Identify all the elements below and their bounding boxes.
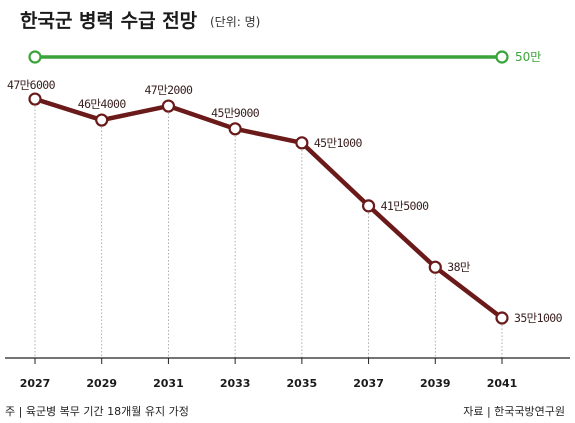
series-points	[28, 92, 509, 325]
unit-note: (단위: 명)	[210, 15, 260, 29]
guide-lines	[34, 99, 503, 358]
reference-line-group: 50만	[28, 50, 541, 64]
data-point-2041	[495, 311, 509, 325]
data-point-2035	[295, 136, 309, 150]
data-label-2035: 45만1000	[314, 136, 363, 150]
data-point-2027	[28, 92, 42, 106]
x-tick-label-2039: 2039	[420, 377, 451, 390]
series-line	[34, 96, 504, 320]
x-tick-label-2031: 2031	[153, 377, 184, 390]
data-label-2039: 38만	[447, 260, 471, 274]
data-label-2041: 35만1000	[514, 311, 563, 325]
data-point-2033	[228, 122, 242, 136]
x-axis-ticks: 2027 2029 2031 2033 2035 2037 2039 2041	[20, 358, 518, 390]
x-tick-label-2029: 2029	[86, 377, 117, 390]
x-tick-label-2037: 2037	[353, 377, 384, 390]
data-label-2037: 41만5000	[381, 199, 430, 213]
data-label-2031: 47만2000	[144, 83, 193, 97]
footnote-left: 주 | 육군병 복무 기간 18개월 유지 가정	[5, 405, 189, 418]
x-tick-label-2033: 2033	[220, 377, 251, 390]
data-label-2033: 45만9000	[211, 106, 260, 120]
data-point-2039	[428, 260, 442, 274]
data-label-2029: 46만4000	[78, 97, 127, 111]
footnote-right: 자료 | 한국국방연구원	[463, 405, 565, 418]
reference-label: 50만	[515, 50, 541, 64]
data-point-2029	[95, 113, 109, 127]
x-tick-label-2027: 2027	[20, 377, 51, 390]
data-point-2031	[161, 99, 176, 113]
reference-endpoint-right	[495, 50, 509, 64]
x-tick-label-2041: 2041	[487, 377, 518, 390]
data-point-2037	[361, 199, 376, 213]
data-label-2027: 47만6000	[7, 78, 56, 92]
x-tick-label-2035: 2035	[287, 377, 318, 390]
chart-title: 한국군 병력 수급 전망	[20, 10, 198, 32]
data-labels: 47만6000 46만4000 47만2000 45만9000 45만1000 41만50…	[7, 78, 563, 325]
series-polyline	[34, 96, 504, 320]
reference-endpoint-left	[28, 50, 42, 64]
